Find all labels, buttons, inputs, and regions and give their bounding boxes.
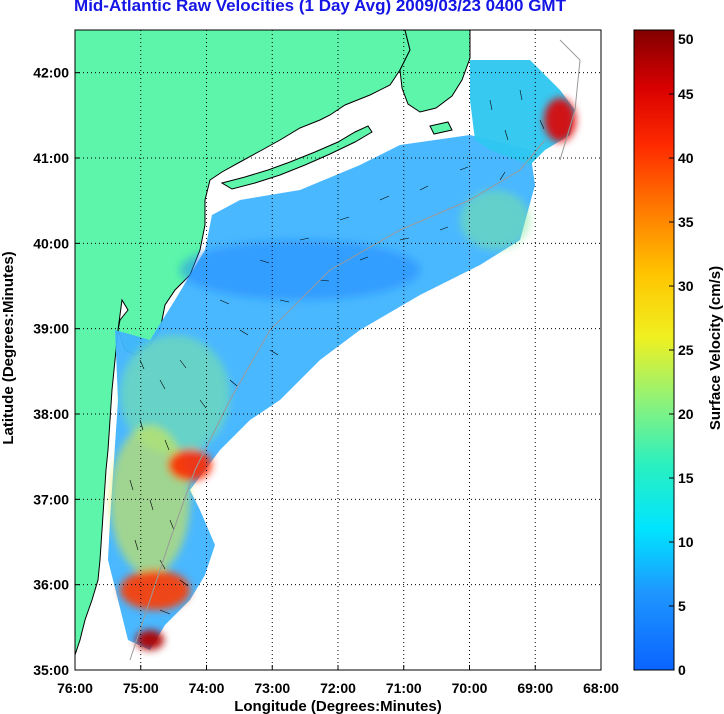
colorbar xyxy=(633,29,675,671)
colorbar-tick-label: 40 xyxy=(678,150,694,166)
y-tick-label: 37:00 xyxy=(33,491,69,507)
speed-blob-hatteras xyxy=(120,570,190,610)
x-tick-label: 76:00 xyxy=(57,680,93,696)
x-tick-label: 73:00 xyxy=(254,680,290,696)
speed-blob-va-hot xyxy=(168,449,212,481)
speed-blob-cape-cod xyxy=(544,98,576,142)
isobath-contours xyxy=(129,39,581,661)
velocity-field xyxy=(108,39,581,661)
colorbar-label: Surface Velocity (cm/s) xyxy=(707,266,724,430)
speed-blob-nj xyxy=(120,335,230,455)
speed-blob-ne-shelf xyxy=(460,190,530,250)
y-axis-label: Latitude (Degrees:Minutes) xyxy=(0,251,17,444)
x-axis-label: Longitude (Degrees:Minutes) xyxy=(234,698,442,714)
current-arrows xyxy=(129,89,545,615)
x-tick-label: 70:00 xyxy=(452,680,488,696)
colorbar-tick-label: 0 xyxy=(678,662,686,678)
colorbar-tick-label: 45 xyxy=(678,86,694,102)
x-axis-ticks: 76:00 75:00 74:00 73:00 72:00 71:00 70:00 69:00… xyxy=(57,665,619,696)
x-tick-label: 74:00 xyxy=(189,680,225,696)
x-tick-label: 68:00 xyxy=(583,680,619,696)
colorbar-tick-label: 5 xyxy=(678,598,686,614)
martha-vineyard xyxy=(429,121,453,135)
colorbar-tick-label: 20 xyxy=(678,406,694,422)
y-tick-label: 40:00 xyxy=(33,235,69,251)
colorbar-tick-label: 50 xyxy=(678,31,694,47)
colorbar-tick-label: 10 xyxy=(678,534,694,550)
colorbar-ticks: 0 5 10 15 20 25 30 35 40 45 50 xyxy=(669,29,694,678)
chart-title: Mid-Atlantic Raw Velocities (1 Day Avg) … xyxy=(74,0,566,15)
colorbar-tick-label: 30 xyxy=(678,278,694,294)
x-tick-label: 75:00 xyxy=(123,680,159,696)
x-tick-label: 71:00 xyxy=(386,680,422,696)
y-tick-label: 36:00 xyxy=(33,577,69,593)
y-tick-label: 39:00 xyxy=(33,321,69,337)
colorbar-tick-label: 25 xyxy=(678,342,694,358)
y-axis-ticks: 35:00 36:00 37:00 38:00 39:00 40:00 41:00 42:00 xyxy=(33,65,80,678)
cape-cod xyxy=(399,30,471,113)
cape-cod-velocity-field xyxy=(470,60,575,165)
speed-blob-cape-hatteras xyxy=(136,630,164,650)
speed-blob-slope xyxy=(180,240,420,300)
y-tick-label: 42:00 xyxy=(33,65,69,81)
y-tick-label: 38:00 xyxy=(33,406,69,422)
y-tick-label: 41:00 xyxy=(33,150,69,166)
long-island xyxy=(220,125,373,190)
x-tick-label: 72:00 xyxy=(320,680,356,696)
colorbar-tick-label: 15 xyxy=(678,470,694,486)
x-tick-label: 69:00 xyxy=(517,680,553,696)
colorbar-tick-label: 35 xyxy=(678,214,694,230)
gridlines xyxy=(75,30,601,670)
y-tick-label: 35:00 xyxy=(33,662,69,678)
